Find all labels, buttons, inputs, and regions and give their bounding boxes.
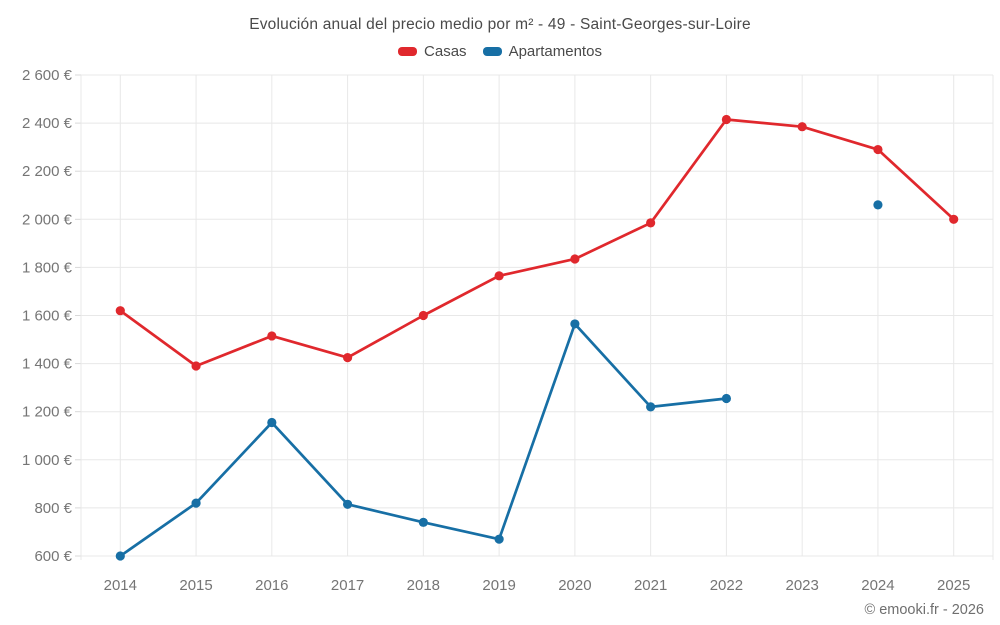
x-tick-label: 2018 [407, 577, 440, 594]
y-tick-label: 1 400 € [22, 356, 73, 373]
data-point-apartamentos-2020[interactable] [570, 319, 580, 329]
data-point-casas-2014[interactable] [115, 306, 125, 316]
x-tick-label: 2015 [179, 577, 212, 594]
x-tick-label: 2019 [482, 577, 515, 594]
y-tick-label: 1 000 € [22, 452, 73, 469]
y-tick-label: 800 € [34, 500, 72, 517]
x-tick-label: 2022 [710, 577, 743, 594]
y-tick-label: 2 000 € [22, 211, 73, 228]
x-tick-label: 2017 [331, 577, 364, 594]
data-point-apartamentos-2024[interactable] [873, 200, 883, 210]
y-tick-label: 1 200 € [22, 404, 73, 421]
copyright-text: © emooki.fr - 2026 [864, 602, 984, 618]
data-point-casas-2025[interactable] [949, 214, 959, 224]
x-tick-label: 2014 [104, 577, 137, 594]
data-point-apartamentos-2022[interactable] [721, 393, 732, 404]
x-tick-label: 2025 [937, 577, 970, 594]
data-point-casas-2018[interactable] [418, 310, 428, 321]
data-point-casas-2019[interactable] [494, 271, 504, 281]
legend-label: Casas [424, 43, 467, 60]
data-point-casas-2020[interactable] [570, 254, 580, 264]
series-line-casas [118, 118, 956, 368]
x-tick-label: 2016 [255, 577, 288, 594]
data-point-casas-2017[interactable] [342, 352, 353, 363]
legend-item-casas[interactable]: Casas [398, 43, 467, 60]
data-point-apartamentos-2018[interactable] [418, 517, 428, 527]
data-point-casas-2023[interactable] [797, 122, 807, 132]
x-tick-label: 2024 [861, 577, 894, 594]
y-tick-label: 2 400 € [22, 115, 73, 132]
data-point-apartamentos-2019[interactable] [494, 534, 504, 544]
y-tick-label: 600 € [34, 548, 72, 565]
data-point-apartamentos-2015[interactable] [191, 498, 201, 508]
legend-swatch-apartamentos [482, 47, 502, 56]
legend-swatch-casas [398, 47, 418, 56]
data-point-casas-2021[interactable] [646, 218, 656, 228]
y-tick-label: 1 600 € [22, 308, 73, 325]
data-point-apartamentos-2014[interactable] [115, 551, 125, 561]
data-point-apartamentos-2021[interactable] [646, 402, 656, 412]
data-point-apartamentos-2016[interactable] [267, 417, 277, 428]
chart-title: Evolución anual del precio medio por m² … [249, 16, 751, 33]
legend-label: Apartamentos [508, 43, 602, 60]
x-tick-label: 2021 [634, 577, 667, 594]
data-point-casas-2022[interactable] [721, 114, 732, 125]
data-point-casas-2016[interactable] [267, 331, 277, 341]
y-tick-label: 2 600 € [22, 67, 73, 84]
chart-legend: Casas Apartamentos [0, 43, 1000, 60]
legend-item-apartamentos[interactable]: Apartamentos [482, 43, 602, 60]
data-point-casas-2024[interactable] [873, 144, 883, 155]
y-tick-label: 2 200 € [22, 163, 73, 180]
x-tick-label: 2020 [558, 577, 591, 594]
x-tick-label: 2023 [785, 577, 818, 594]
data-point-casas-2015[interactable] [191, 361, 201, 371]
y-tick-label: 1 800 € [22, 259, 73, 276]
data-point-apartamentos-2017[interactable] [342, 499, 353, 509]
